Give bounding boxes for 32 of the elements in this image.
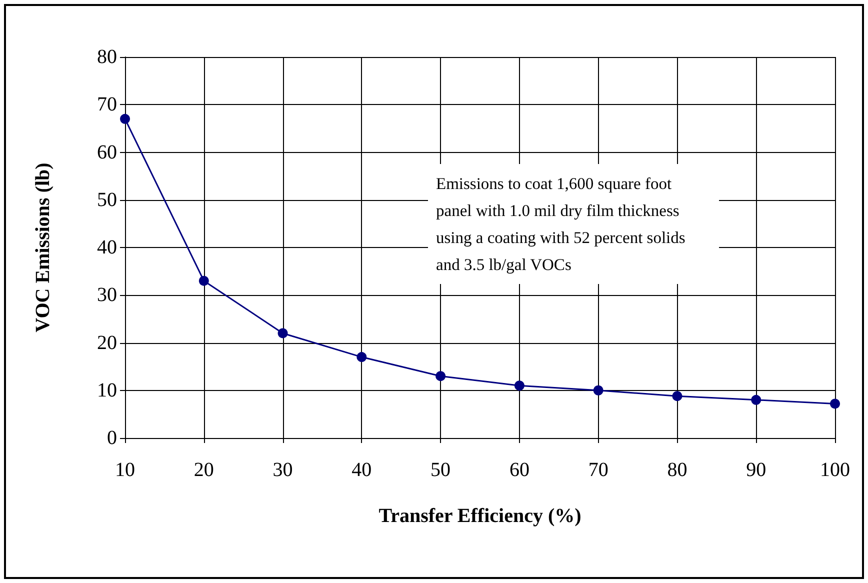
point xyxy=(356,352,367,362)
y-axis-title: VOC Emissions (lb) xyxy=(32,162,54,332)
x-tick-label: 70 xyxy=(588,459,608,481)
point xyxy=(278,328,288,338)
x-axis-title: Transfer Efficiency (%) xyxy=(378,505,582,527)
y-tick-label: 10 xyxy=(97,379,117,402)
x-tick-label: 20 xyxy=(194,459,214,481)
y-tick-label: 20 xyxy=(97,332,117,354)
point xyxy=(514,380,524,391)
y-tick-label: 0 xyxy=(107,427,117,449)
point xyxy=(672,391,682,402)
x-tick-label: 50 xyxy=(430,459,451,481)
point xyxy=(751,394,762,405)
y-tick-label: 70 xyxy=(97,94,117,116)
point xyxy=(593,385,604,396)
point xyxy=(830,398,840,409)
x-tick-label: 10 xyxy=(115,459,135,481)
x-tick-label: 60 xyxy=(509,459,530,481)
x-tick-label: 100 xyxy=(820,459,850,481)
y-tick-label: 30 xyxy=(97,284,117,306)
y-tick-label: 50 xyxy=(97,188,117,211)
y-tick-label: 60 xyxy=(97,141,117,164)
annotation: Emissions to coat 1,600 square foot panel with 1.0 mil dry film thickness using a coating with 52 percent solids and 3.5 lb/gal VOCs xyxy=(436,174,690,274)
y-tick-label: 80 xyxy=(97,46,117,68)
x-tick-label: 40 xyxy=(352,459,372,481)
point xyxy=(120,114,130,124)
x-tick-label: 30 xyxy=(272,459,293,481)
x-tick-label: 80 xyxy=(667,459,688,481)
x-tick-label: 90 xyxy=(746,459,766,481)
y-tick-label: 40 xyxy=(97,236,117,258)
point xyxy=(436,371,446,382)
point xyxy=(198,276,209,286)
